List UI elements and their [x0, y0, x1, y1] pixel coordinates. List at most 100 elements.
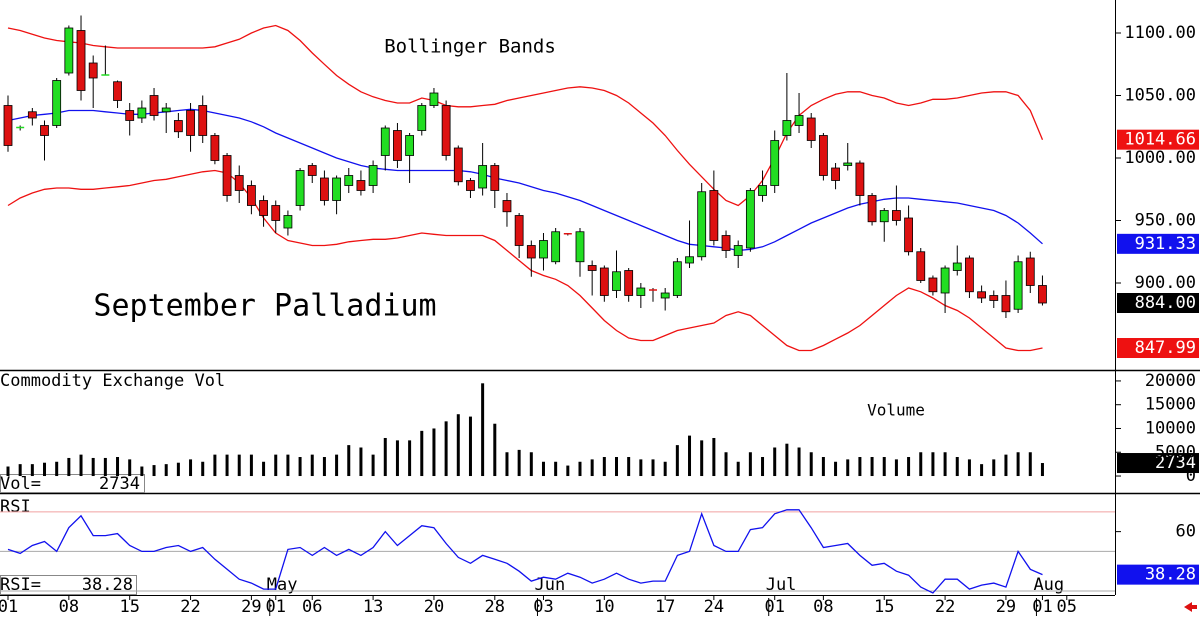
candle-body: [952, 262, 962, 271]
candle-body: [758, 185, 767, 196]
candle-body: [916, 251, 926, 281]
x-tick-label: 20: [424, 597, 444, 617]
chart-title: September Palladium: [93, 289, 436, 324]
y-tick-label: 60: [1176, 522, 1196, 542]
candle-body: [563, 233, 572, 235]
candle-body: [794, 115, 804, 126]
month-label: Aug: [1033, 575, 1064, 595]
candle-body: [16, 126, 25, 129]
candle-body: [344, 175, 354, 186]
y-tick-label: 1050.00: [1124, 86, 1196, 106]
x-tick-label: 29: [241, 597, 261, 617]
candle-body: [380, 127, 390, 156]
x-tick-label: 01: [0, 597, 18, 617]
volume-bar: [821, 457, 825, 477]
candle-body: [27, 111, 37, 119]
candle-body: [234, 175, 244, 191]
volume-bar: [30, 464, 34, 477]
volume-bar: [627, 457, 631, 477]
volume-bar: [286, 454, 290, 477]
volume-bar: [517, 449, 521, 477]
volume-bar: [395, 440, 399, 477]
volume-bar: [140, 466, 144, 477]
candle-body: [928, 277, 938, 293]
x-tick-label: 01: [265, 597, 285, 617]
volume-bar: [541, 461, 545, 477]
month-label: Jul: [766, 575, 797, 595]
volume-bar: [383, 437, 387, 477]
candle-body: [64, 27, 74, 74]
value-box-label: 2734: [1155, 453, 1196, 473]
candle-body: [161, 107, 171, 113]
readout-value: 2734: [99, 474, 140, 494]
readout-label: RSI=: [0, 575, 41, 595]
candle-body: [636, 287, 646, 296]
candle-body: [453, 147, 463, 183]
volume-bar: [493, 423, 497, 477]
bollinger-band: [7, 24, 1044, 207]
candle-body: [660, 292, 670, 299]
candle-body: [137, 107, 147, 119]
volume-bar: [907, 457, 911, 477]
candle-body: [672, 261, 682, 296]
value-box-label: 847.99: [1135, 338, 1196, 358]
volume-bar: [359, 447, 363, 477]
candle-body: [587, 265, 597, 271]
x-tick-label: 06: [302, 597, 322, 617]
volume-bar: [955, 457, 959, 477]
volume-bar: [590, 459, 594, 477]
scroll-arrow[interactable]: [1184, 602, 1197, 612]
candle-body: [441, 105, 451, 156]
value-box: [1117, 564, 1199, 585]
x-tick-label: 10: [594, 597, 614, 617]
panel-title: Commodity Exchange Vol: [0, 371, 225, 391]
y-tick-label: 1000.00: [1124, 148, 1196, 168]
volume-bar: [615, 457, 618, 477]
y-tick-label: 5000: [1155, 442, 1196, 462]
readout-box: [0, 575, 137, 595]
candle-body: [259, 200, 268, 216]
readout-label: Vol=: [0, 474, 41, 494]
candle-body: [490, 165, 500, 191]
volume-bar: [322, 457, 326, 477]
volume-bar: [6, 466, 10, 477]
volume-bar: [189, 459, 193, 477]
candle-body: [429, 92, 439, 106]
candle-body: [368, 165, 378, 186]
x-tick-label: 28: [485, 597, 505, 617]
candle-body: [417, 105, 427, 131]
volume-bar: [785, 443, 789, 477]
volume-bar: [712, 437, 716, 477]
volume-bar: [554, 461, 558, 477]
volume-bar: [213, 454, 217, 477]
month-label: Jun: [534, 575, 565, 595]
volume-bar: [310, 454, 314, 477]
candle-body: [624, 270, 634, 296]
candle-body: [113, 81, 122, 101]
volume-bar: [882, 457, 886, 477]
volume-bar: [347, 445, 351, 477]
volume-bar: [578, 461, 582, 477]
volume-bar: [18, 464, 22, 477]
candle-body: [76, 30, 86, 91]
volume-bar: [152, 465, 156, 477]
volume-bar: [444, 421, 448, 477]
rsi-line: [7, 509, 1043, 594]
y-tick-label: 900.00: [1135, 273, 1196, 293]
volume-bar: [967, 459, 971, 477]
volume-bar: [79, 454, 83, 477]
volume-bar: [116, 457, 120, 477]
candle-body: [612, 271, 621, 291]
candle-body: [210, 135, 220, 161]
annotation: Volume: [867, 401, 925, 420]
candle-body: [332, 177, 341, 201]
x-tick-label: 15: [874, 597, 894, 617]
panel-title: RSI: [0, 497, 31, 517]
y-tick-label: 950.00: [1135, 211, 1196, 231]
candle-body: [1025, 257, 1035, 286]
value-box: [1117, 233, 1199, 254]
volume-bar: [164, 464, 168, 477]
volume-bar: [468, 416, 472, 477]
candle-body: [271, 205, 281, 221]
candle-body: [721, 235, 731, 251]
